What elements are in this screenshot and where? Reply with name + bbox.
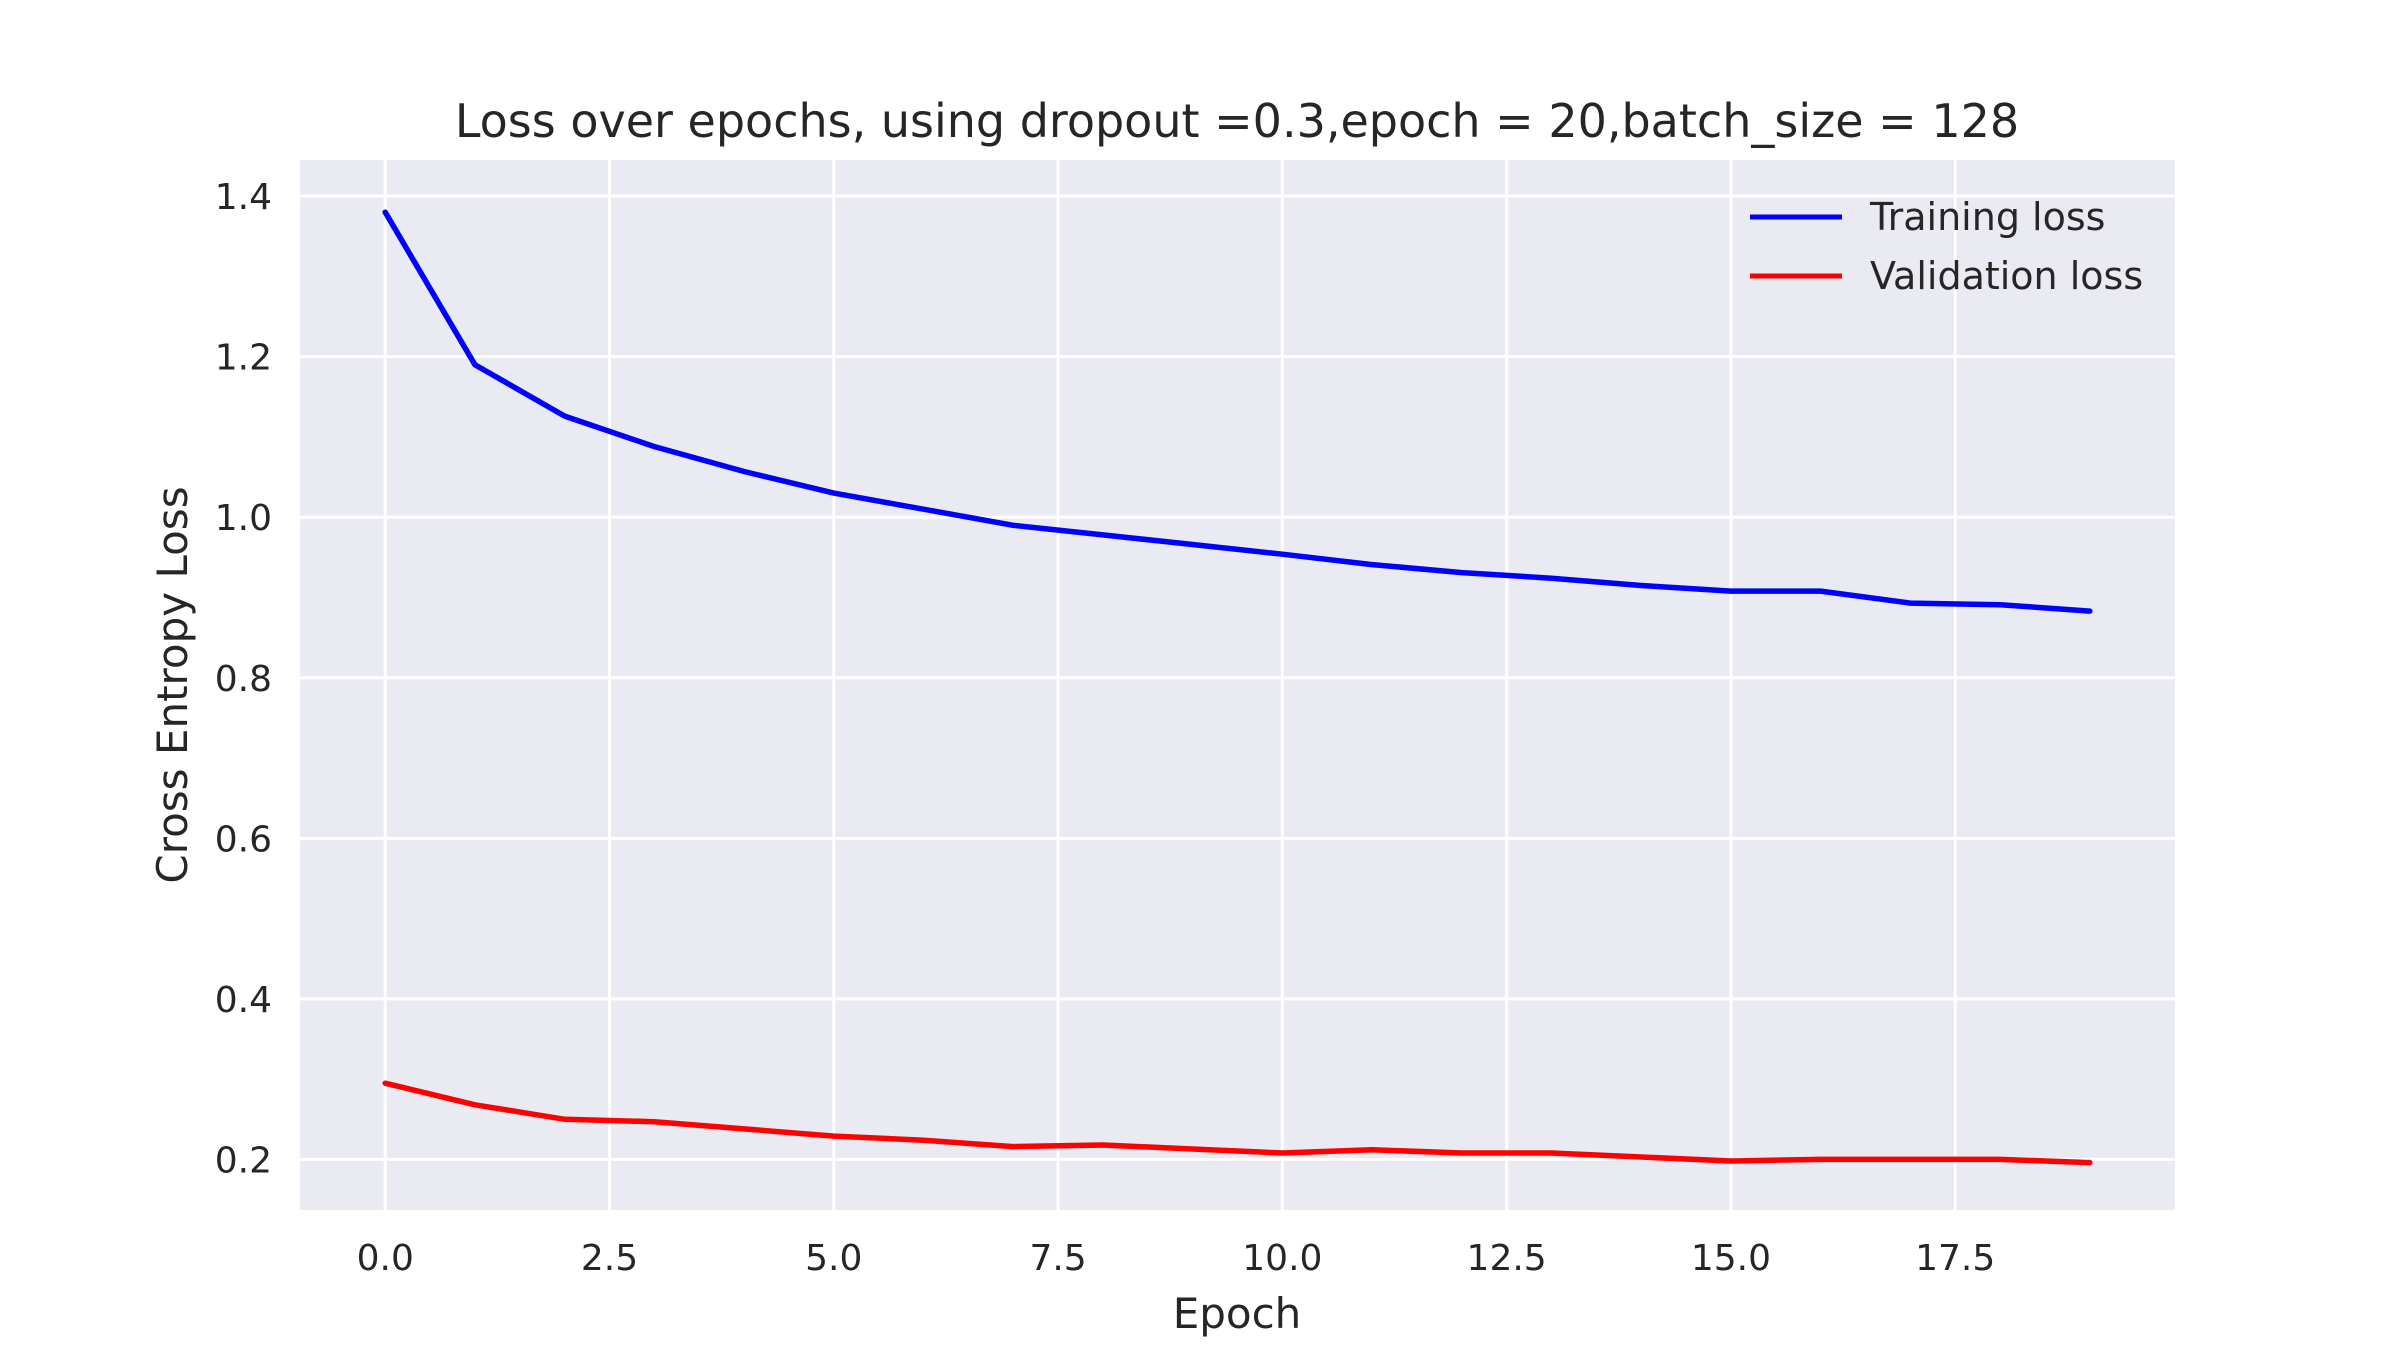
grid-lines xyxy=(300,160,2175,1210)
y-axis-label: Cross Entropy Loss xyxy=(148,486,197,883)
y-tick-labels: 0.2 0.4 0.6 0.8 1.0 1.2 1.4 xyxy=(215,177,272,1181)
x-tick-label: 15.0 xyxy=(1691,1238,1771,1279)
y-tick-label: 1.0 xyxy=(215,498,272,539)
legend-label-training: Training loss xyxy=(1869,195,2105,239)
x-axis-label: Epoch xyxy=(1173,1289,1302,1338)
x-tick-label: 7.5 xyxy=(1029,1238,1086,1279)
x-tick-labels: 0.0 2.5 5.0 7.5 10.0 12.5 15.0 17.5 xyxy=(357,1238,1996,1279)
x-tick-label: 2.5 xyxy=(581,1238,638,1279)
series-line-validation-loss xyxy=(382,1080,2093,1166)
y-tick-label: 1.4 xyxy=(215,177,272,218)
x-tick-label: 12.5 xyxy=(1467,1238,1547,1279)
chart-title: Loss over epochs, using dropout =0.3,epo… xyxy=(455,94,2019,148)
x-tick-label: 17.5 xyxy=(1915,1238,1995,1279)
x-tick-label: 5.0 xyxy=(805,1238,862,1279)
legend: Training loss Validation loss xyxy=(1750,195,2143,298)
y-tick-label: 1.2 xyxy=(215,338,272,379)
y-tick-label: 0.6 xyxy=(215,819,272,860)
x-tick-label: 10.0 xyxy=(1242,1238,1322,1279)
plot-area xyxy=(300,160,2175,1210)
x-tick-label: 0.0 xyxy=(357,1238,414,1279)
series-lines xyxy=(382,209,2093,1166)
y-tick-label: 0.2 xyxy=(215,1140,272,1181)
y-tick-label: 0.4 xyxy=(215,980,272,1021)
series-line-training-loss xyxy=(382,209,2093,614)
legend-label-validation: Validation loss xyxy=(1870,254,2143,298)
y-tick-label: 0.8 xyxy=(215,659,272,700)
